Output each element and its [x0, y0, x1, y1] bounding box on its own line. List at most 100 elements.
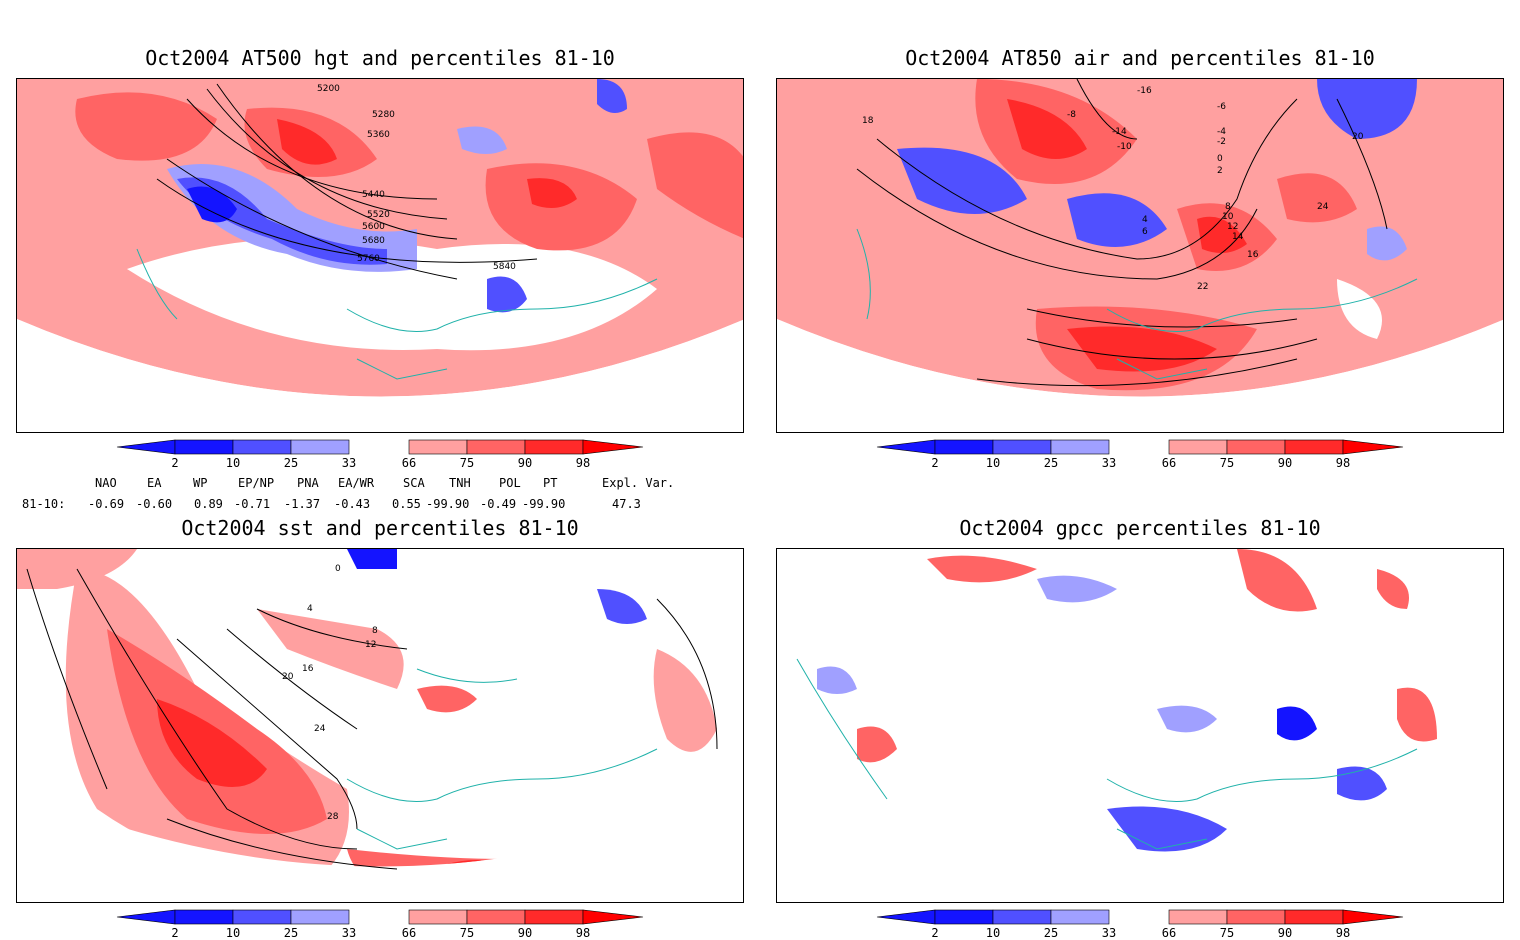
colorbar-tick-label: 75	[1219, 926, 1235, 940]
colorbar-swatch	[232, 909, 292, 925]
colorbar-swatch	[1342, 439, 1404, 455]
colorbar-tick-label: 90	[1277, 926, 1293, 940]
svg-text:28: 28	[327, 812, 339, 822]
svg-text:-14: -14	[1112, 127, 1127, 137]
svg-text:20: 20	[282, 672, 294, 682]
svg-text:6: 6	[1142, 227, 1148, 237]
colorbar-3: 2 10 25 33 66 75 90 98	[116, 909, 644, 940]
colorbar-swatch	[1168, 909, 1228, 925]
map-hgt-svg: 5200 5280 5360 5440 5520 5600 5680 5760 …	[17, 79, 743, 397]
svg-text:0: 0	[335, 564, 341, 574]
map-air-svg: -16 -8 -6 -4 -2 0 2 4 6 8 10 12 14 16 18…	[777, 79, 1503, 397]
colorbar-tick-label: 2	[931, 926, 939, 940]
index-value: -0.71	[234, 497, 271, 511]
map-panel-gpcc	[776, 548, 1504, 903]
svg-text:5760: 5760	[357, 254, 380, 264]
svg-text:-8: -8	[1067, 110, 1076, 120]
colorbar-swatch	[582, 439, 644, 455]
colorbar-swatch	[174, 439, 234, 455]
colorbar-3-swatches	[116, 909, 644, 925]
colorbar-swatch	[524, 909, 584, 925]
colorbar-swatch	[1342, 909, 1404, 925]
colorbar-tick-label: 66	[1161, 926, 1177, 940]
colorbar-swatch	[1284, 909, 1344, 925]
colorbar-2-swatches	[876, 439, 1404, 455]
colorbar-tick-label: 25	[1043, 926, 1059, 940]
colorbar-swatch	[116, 439, 176, 455]
colorbar-swatch	[290, 909, 350, 925]
colorbar-swatch	[934, 439, 994, 455]
map-panel-sst: 0 4 8 12 16 20 24 28	[16, 548, 744, 903]
colorbar-swatch	[408, 909, 468, 925]
colorbar-tick-label: 10	[225, 456, 241, 470]
svg-text:14: 14	[1232, 232, 1244, 242]
svg-text:16: 16	[302, 664, 314, 674]
svg-text:5840: 5840	[493, 262, 516, 272]
colorbar-swatch	[876, 439, 936, 455]
index-value: 0.89	[194, 497, 223, 511]
colorbar-tick-label: 90	[1277, 456, 1293, 470]
contour-labels-sst: 0 4 8 12 16 20 24 28	[282, 564, 378, 822]
svg-text:-4: -4	[1217, 127, 1226, 137]
colorbar-swatch	[174, 909, 234, 925]
colorbar-tick-label: 66	[1161, 456, 1177, 470]
colorbar-tick-label: 10	[985, 456, 1001, 470]
colorbar-swatch	[1226, 439, 1286, 455]
colorbar-tick-label: 66	[401, 926, 417, 940]
index-header: SCA	[403, 476, 425, 490]
colorbar-tick-label: 33	[341, 926, 357, 940]
colorbar-swatch	[1226, 909, 1286, 925]
colorbar-tick-label: 33	[1101, 926, 1117, 940]
index-value: -0.49	[480, 497, 517, 511]
svg-text:-16: -16	[1137, 86, 1152, 96]
svg-text:24: 24	[314, 724, 326, 734]
contour-labels-hgt: 5200 5280 5360 5440 5520 5600 5680 5760 …	[317, 84, 516, 272]
index-value: -99.90	[522, 497, 566, 511]
colorbar-swatch	[466, 909, 526, 925]
index-value: 47.3	[612, 497, 641, 511]
colorbar-tick-label: 75	[459, 926, 475, 940]
colorbar-1: 2 10 25 33 66 75 90 98	[116, 439, 644, 479]
contour-labels-air: -16 -8 -6 -4 -2 0 2 4 6 8 10 12 14 16 18…	[862, 86, 1364, 292]
panel-title-sst: Oct2004 sst and percentiles 81-10	[181, 516, 579, 540]
svg-text:18: 18	[862, 116, 874, 126]
index-value: 0.55	[392, 497, 421, 511]
panel-title-hgt: Oct2004 AT500 hgt and percentiles 81-10	[145, 46, 615, 70]
colorbar-swatch	[582, 909, 644, 925]
svg-text:5200: 5200	[317, 84, 340, 94]
map-gpcc-svg	[796, 549, 1437, 852]
svg-text:10: 10	[1222, 212, 1234, 222]
index-header: PNA	[297, 476, 319, 490]
colorbar-4-swatches	[876, 909, 1404, 925]
map-panel-hgt: 5200 5280 5360 5440 5520 5600 5680 5760 …	[16, 78, 744, 433]
index-value: -0.69	[88, 497, 125, 511]
svg-text:-10: -10	[1117, 142, 1132, 152]
index-row-label: 81-10:	[22, 497, 66, 511]
colorbar-swatch	[524, 439, 584, 455]
svg-text:5280: 5280	[372, 110, 395, 120]
colorbar-swatch	[232, 439, 292, 455]
svg-text:8: 8	[372, 626, 378, 636]
colorbar-swatch	[876, 909, 936, 925]
colorbar-tick-label: 25	[283, 926, 299, 940]
colorbar-swatch	[934, 909, 994, 925]
colorbar-tick-label: 2	[931, 456, 939, 470]
index-value: -1.37	[284, 497, 321, 511]
colorbar-swatch	[466, 439, 526, 455]
colorbar-swatch	[1168, 439, 1228, 455]
svg-text:4: 4	[307, 604, 313, 614]
svg-text:12: 12	[1227, 222, 1238, 232]
svg-text:8: 8	[1225, 202, 1231, 212]
index-header: POL	[499, 476, 521, 490]
index-header: EA/WR	[338, 476, 375, 490]
colorbar-tick-label: 98	[575, 456, 591, 470]
svg-text:2: 2	[1217, 166, 1223, 176]
index-header: PT	[543, 476, 558, 490]
panel-title-air: Oct2004 AT850 air and percentiles 81-10	[905, 46, 1375, 70]
svg-text:5680: 5680	[362, 236, 385, 246]
colorbar-tick-label: 90	[517, 926, 533, 940]
svg-text:16: 16	[1247, 250, 1259, 260]
colorbar-tick-label: 90	[517, 456, 533, 470]
svg-text:5520: 5520	[367, 210, 390, 220]
colorbar-4: 2 10 25 33 66 75 90 98	[876, 909, 1404, 940]
